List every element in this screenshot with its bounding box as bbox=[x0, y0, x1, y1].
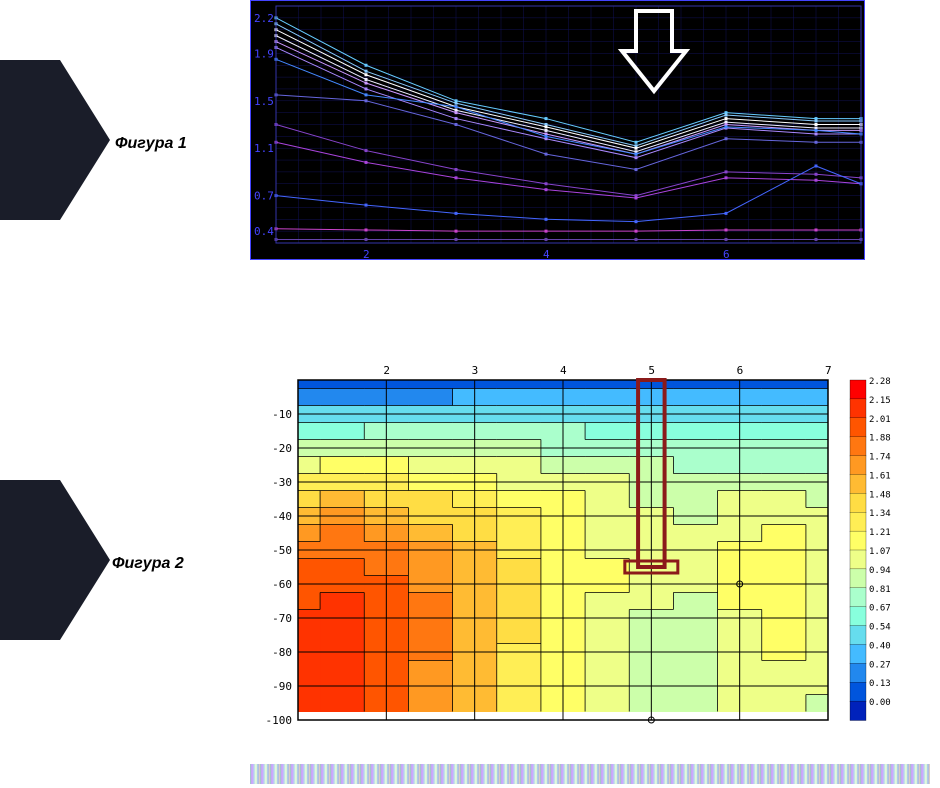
pentagon-marker-2 bbox=[0, 480, 60, 640]
svg-text:2.2: 2.2 bbox=[254, 12, 274, 25]
noise-strip bbox=[250, 764, 930, 784]
svg-text:0.00: 0.00 bbox=[869, 698, 891, 708]
svg-text:6: 6 bbox=[723, 248, 730, 261]
svg-text:1.34: 1.34 bbox=[869, 509, 891, 519]
svg-text:0.81: 0.81 bbox=[869, 585, 891, 595]
svg-text:2: 2 bbox=[383, 364, 390, 377]
svg-text:1.5: 1.5 bbox=[254, 95, 274, 108]
line-chart-figure-1: 0.4 0.7 1.1 1.5 1.9 2.2 2 4 6 bbox=[250, 0, 865, 260]
svg-text:-70: -70 bbox=[272, 612, 292, 625]
svg-text:2.15: 2.15 bbox=[869, 396, 891, 406]
svg-text:0.13: 0.13 bbox=[869, 679, 891, 689]
svg-text:6: 6 bbox=[737, 364, 744, 377]
svg-text:0.27: 0.27 bbox=[869, 660, 891, 670]
line-chart-svg: 0.4 0.7 1.1 1.5 1.9 2.2 2 4 6 bbox=[251, 1, 866, 261]
svg-text:-100: -100 bbox=[266, 714, 293, 727]
svg-text:1.48: 1.48 bbox=[869, 490, 891, 500]
pentagon-marker-1 bbox=[0, 60, 60, 220]
svg-text:4: 4 bbox=[560, 364, 567, 377]
svg-text:0.67: 0.67 bbox=[869, 604, 891, 614]
svg-text:7: 7 bbox=[825, 364, 832, 377]
svg-text:1.21: 1.21 bbox=[869, 528, 891, 538]
svg-text:3: 3 bbox=[472, 364, 479, 377]
svg-text:2: 2 bbox=[363, 248, 370, 261]
svg-text:1.9: 1.9 bbox=[254, 47, 274, 60]
svg-text:1.1: 1.1 bbox=[254, 142, 274, 155]
svg-text:-60: -60 bbox=[272, 578, 292, 591]
svg-text:-10: -10 bbox=[272, 408, 292, 421]
svg-text:0.94: 0.94 bbox=[869, 566, 891, 576]
heatmap-figure-2: 2 3 4 5 6 7 -10 -20 -30 -40 -50 -60 -70 -80 -90 -100 2.2… bbox=[250, 360, 930, 730]
svg-text:2.01: 2.01 bbox=[869, 415, 891, 425]
svg-text:1.61: 1.61 bbox=[869, 471, 891, 481]
svg-text:2.28: 2.28 bbox=[869, 377, 891, 387]
svg-text:1.88: 1.88 bbox=[869, 434, 891, 444]
svg-text:-90: -90 bbox=[272, 680, 292, 693]
svg-text:-30: -30 bbox=[272, 476, 292, 489]
svg-text:-20: -20 bbox=[272, 442, 292, 455]
svg-text:1.07: 1.07 bbox=[869, 547, 891, 557]
svg-text:4: 4 bbox=[543, 248, 550, 261]
svg-text:1.74: 1.74 bbox=[869, 453, 891, 463]
svg-text:-80: -80 bbox=[272, 646, 292, 659]
svg-text:0.40: 0.40 bbox=[869, 641, 891, 651]
svg-text:-40: -40 bbox=[272, 510, 292, 523]
figure-1-label: Фигура 1 bbox=[115, 135, 187, 153]
svg-text:-50: -50 bbox=[272, 544, 292, 557]
figure-2-label: Фигура 2 bbox=[112, 555, 184, 573]
svg-text:0.4: 0.4 bbox=[254, 225, 274, 238]
svg-text:5: 5 bbox=[648, 364, 655, 377]
heatmap-svg: 2 3 4 5 6 7 -10 -20 -30 -40 -50 -60 -70 -80 -90 -100 2.2… bbox=[250, 360, 930, 730]
svg-text:0.54: 0.54 bbox=[869, 623, 891, 633]
svg-text:0.7: 0.7 bbox=[254, 190, 274, 203]
